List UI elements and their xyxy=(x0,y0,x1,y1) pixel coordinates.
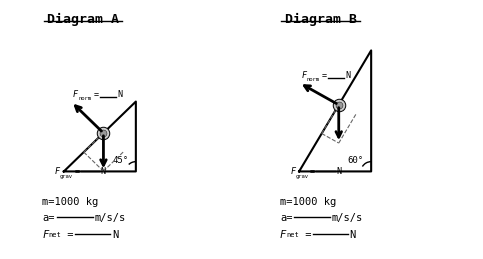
Text: N: N xyxy=(350,230,356,240)
Text: Diagram A: Diagram A xyxy=(47,13,119,26)
Text: net: net xyxy=(48,233,61,239)
Text: m/s/s: m/s/s xyxy=(94,213,125,223)
Text: =: = xyxy=(61,230,74,240)
Text: F: F xyxy=(290,167,295,176)
Text: F: F xyxy=(55,167,60,176)
Text: F: F xyxy=(280,230,286,240)
Text: N: N xyxy=(101,167,106,176)
Text: 45°: 45° xyxy=(113,156,128,165)
Text: N: N xyxy=(346,71,351,80)
Text: Diagram B: Diagram B xyxy=(285,13,357,26)
Text: m=1000 kg: m=1000 kg xyxy=(280,197,336,207)
Text: N: N xyxy=(112,230,118,240)
Text: =: = xyxy=(93,90,98,99)
Text: =: = xyxy=(321,71,327,80)
Text: F: F xyxy=(42,230,48,240)
Text: norm: norm xyxy=(79,96,92,101)
Text: m=1000 kg: m=1000 kg xyxy=(42,197,99,207)
Text: F: F xyxy=(301,71,306,80)
Text: =: = xyxy=(299,230,312,240)
Text: =: = xyxy=(310,167,315,176)
Text: 60°: 60° xyxy=(348,156,364,165)
Text: norm: norm xyxy=(307,77,320,82)
Text: N: N xyxy=(336,167,341,176)
Text: grav: grav xyxy=(60,174,73,179)
Text: a=: a= xyxy=(280,213,292,223)
Text: grav: grav xyxy=(295,174,308,179)
Text: m/s/s: m/s/s xyxy=(332,213,363,223)
Text: =: = xyxy=(74,167,79,176)
Text: net: net xyxy=(286,233,299,239)
Text: N: N xyxy=(118,90,123,99)
Text: F: F xyxy=(73,90,78,99)
Text: a=: a= xyxy=(42,213,55,223)
